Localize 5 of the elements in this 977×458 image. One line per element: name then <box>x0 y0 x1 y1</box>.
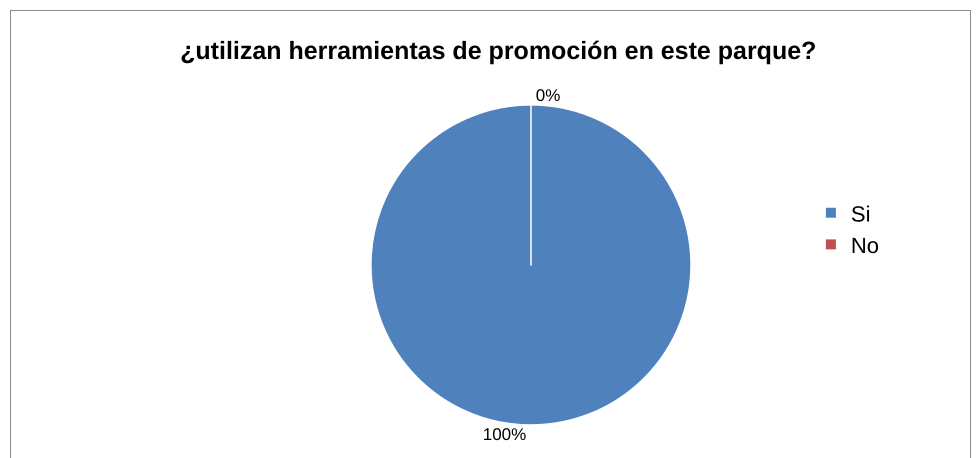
chart-title: ¿utilizan herramientas de promoción en este parque? <box>180 37 816 66</box>
legend-label: Si <box>850 201 870 226</box>
legend-label: No <box>850 232 880 258</box>
text: 0% <box>536 86 560 105</box>
data-label: 100% <box>482 424 526 444</box>
